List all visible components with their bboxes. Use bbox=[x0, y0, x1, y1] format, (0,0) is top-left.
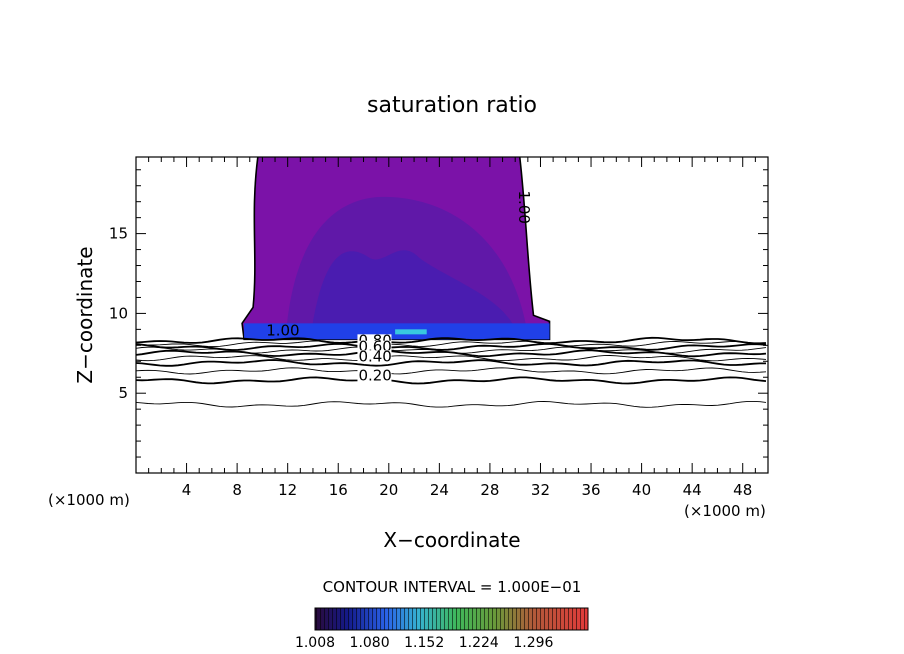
colorbar-tick-label: 1.152 bbox=[404, 635, 444, 651]
cloud-region bbox=[241, 157, 551, 341]
x-tick-label: 24 bbox=[430, 481, 449, 499]
colorbar-tick-label: 1.080 bbox=[350, 635, 390, 651]
colorbar-divisions bbox=[315, 608, 588, 630]
x-axis-ticks: 4 8 12 16 20 24 28 32 36 40 44 48 bbox=[148, 157, 756, 499]
contour-line-0.1 bbox=[136, 400, 767, 408]
x-tick-label: 44 bbox=[683, 481, 702, 499]
y-axis-ticks: 5 10 15 bbox=[109, 169, 768, 458]
colorbar-tick-label: 1.008 bbox=[295, 635, 335, 651]
x-tick-label: 4 bbox=[182, 481, 192, 499]
x-axis-label: X−coordinate bbox=[383, 528, 520, 552]
colorbar-tick-label: 1.296 bbox=[513, 635, 553, 651]
contour-line-0.5 bbox=[136, 355, 767, 362]
x-tick-label: 8 bbox=[232, 481, 242, 499]
y-tick-label: 10 bbox=[109, 304, 128, 322]
y-tick-label: 5 bbox=[118, 384, 128, 402]
x-tick-label: 40 bbox=[632, 481, 651, 499]
contour-label: 1.00 bbox=[266, 322, 299, 340]
colorbar-tick-label: 1.224 bbox=[459, 635, 499, 651]
contour-lines bbox=[136, 336, 767, 408]
y-axis-label: Z−coordinate bbox=[73, 246, 97, 383]
contour-interval-text: CONTOUR INTERVAL = 1.000E−01 bbox=[323, 578, 582, 596]
contour-label: 0.40 bbox=[358, 347, 391, 365]
x-tick-label: 32 bbox=[531, 481, 550, 499]
x-tick-label: 48 bbox=[733, 481, 752, 499]
contour-line-0.8 bbox=[136, 342, 767, 351]
contour-line-0.7 bbox=[136, 346, 767, 354]
x-tick-label: 20 bbox=[379, 481, 398, 499]
contour-line-0.2 bbox=[136, 376, 767, 385]
contour-label: 0.20 bbox=[358, 366, 391, 384]
contour-label: 1.00 bbox=[515, 191, 533, 224]
x-unit-right: (×1000 m) bbox=[684, 502, 766, 520]
x-tick-label: 28 bbox=[480, 481, 499, 499]
contour-line-0.9 bbox=[136, 340, 767, 348]
contour-line-1 bbox=[136, 336, 767, 345]
colorbar-labels: 1.008 1.080 1.152 1.224 1.296 bbox=[295, 635, 554, 651]
contour-labels: 1.001.000.800.600.400.20 bbox=[266, 191, 533, 385]
x-unit-left: (×1000 m) bbox=[48, 491, 130, 509]
x-tick-label: 12 bbox=[278, 481, 297, 499]
plot-area bbox=[136, 157, 767, 408]
chart-title: saturation ratio bbox=[367, 93, 537, 118]
y-tick-label: 15 bbox=[109, 225, 128, 243]
x-tick-label: 36 bbox=[581, 481, 600, 499]
contour-line-0.3 bbox=[136, 367, 767, 375]
contour-line-0.4 bbox=[136, 359, 766, 367]
cloud-max-spot bbox=[395, 329, 427, 335]
x-tick-label: 16 bbox=[329, 481, 348, 499]
colorbar-frame bbox=[314, 607, 589, 631]
colorbar bbox=[314, 607, 589, 631]
cloud-level-3 bbox=[311, 250, 517, 334]
